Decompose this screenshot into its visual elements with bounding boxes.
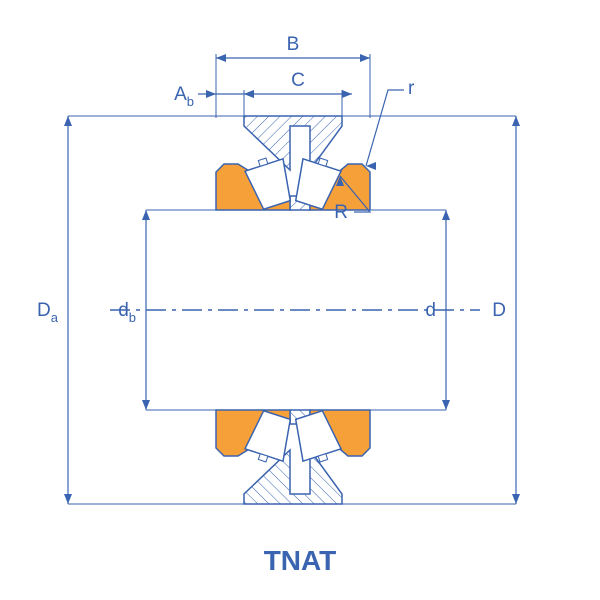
svg-text:R: R bbox=[334, 202, 348, 223]
diagram-title: TNAT bbox=[264, 545, 337, 576]
diagram-container: { "type": "engineering-diagram", "title"… bbox=[0, 0, 600, 600]
svg-text:Ab: Ab bbox=[174, 84, 194, 109]
svg-text:d: d bbox=[425, 300, 436, 321]
svg-text:C: C bbox=[291, 70, 305, 91]
svg-text:db: db bbox=[118, 300, 136, 325]
svg-text:r: r bbox=[408, 78, 415, 99]
svg-text:Da: Da bbox=[37, 300, 59, 325]
svg-text:D: D bbox=[492, 300, 506, 321]
bearing-diagram-svg: BC Ab Da db d Dr R TNAT bbox=[0, 0, 600, 600]
svg-text:B: B bbox=[287, 34, 300, 55]
